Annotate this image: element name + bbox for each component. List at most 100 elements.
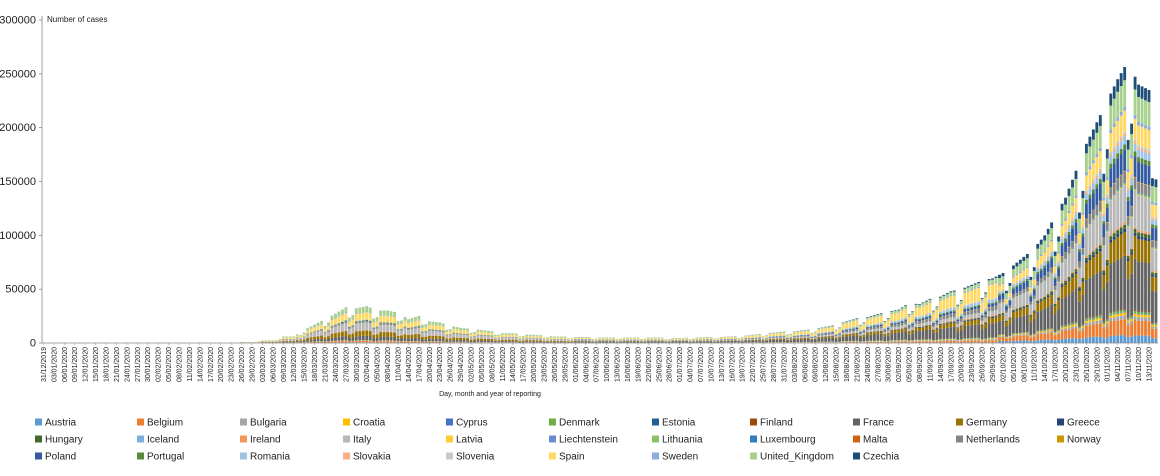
bar-segment [532,341,535,342]
bar-segment [452,342,455,343]
bar-segment [404,321,407,322]
bar-segment [383,331,386,332]
bar-segment [619,339,622,340]
day-bar [463,328,466,343]
bar-segment [442,327,445,331]
bar-segment [417,316,420,320]
bar-segment [393,326,396,332]
bar-segment [313,332,316,333]
bar-segment [567,339,570,340]
day-bar [292,337,295,343]
day-bar [637,338,640,343]
bar-segment [497,335,500,336]
bar-segment [473,341,476,342]
bar-segment [404,342,407,343]
bar-segment [369,321,372,322]
bar-segment [508,341,511,342]
bar-segment [417,320,420,321]
bar-segment [459,340,462,342]
bar-segment [292,342,295,343]
bar-segment [358,322,361,323]
day-bar [473,332,476,343]
day-bar [612,338,615,343]
bar-segment [407,329,410,330]
bar-segment [522,337,525,338]
day-bar [344,307,347,343]
bar-segment [289,342,292,343]
bar-segment [334,333,337,337]
bar-segment [456,338,459,340]
bar-segment [557,338,560,339]
bar-segment [421,339,424,341]
bar-segment [393,325,396,326]
day-bar [303,333,306,343]
bar-segment [424,342,427,343]
day-bar [372,319,375,343]
day-bar [341,310,344,343]
bar-segment [442,337,445,340]
day-bar [278,339,281,343]
day-bar [268,340,271,343]
bar-segment [581,341,584,342]
bar-segment [414,321,417,322]
bar-segment [320,342,323,343]
bar-segment [428,336,431,339]
bar-segment [428,342,431,343]
bar-segment [623,341,626,342]
day-bar [570,338,573,343]
bar-segment [411,335,414,338]
day-bar [449,329,452,343]
bar-segment [570,339,573,340]
bar-segment [383,315,386,316]
bar-segment [355,341,358,342]
bar-segment [324,337,327,339]
bar-segment [358,308,361,313]
bar-segment [456,327,459,329]
bar-segment [466,338,469,340]
bar-segment [341,332,344,337]
bar-segment [393,316,396,317]
bar-segment [543,338,546,339]
bar-segment [334,333,337,334]
bar-segment [310,327,313,329]
bar-segment [386,341,389,342]
bar-segment [431,331,434,335]
bar-segment [296,334,299,335]
bar-segment [341,322,344,323]
bar-segment [525,341,528,342]
bar-segment [473,339,476,340]
bar-segment [282,341,285,342]
bar-segment [261,342,264,343]
bar-segment [289,338,292,339]
day-bar [320,321,323,343]
bar-segment [543,342,546,343]
bar-segment [532,335,535,336]
bar-segment [372,342,375,343]
bar-segment [344,320,347,321]
bar-segment [386,332,389,336]
day-bar [411,318,414,343]
bar-segment [463,335,466,338]
bar-segment [341,315,344,321]
bar-segment [560,338,563,339]
bar-segment [445,336,448,339]
bar-segment [372,330,375,335]
bar-segment [539,335,542,336]
bar-segment [289,341,292,342]
bar-segment [616,342,619,343]
bar-segment [633,338,636,339]
bar-segment [511,338,514,340]
bar-segment [626,341,629,342]
bar-segment [550,336,553,337]
bar-segment [313,328,316,332]
bar-segment [358,336,361,340]
bar-segment [473,337,476,339]
bar-segment [400,321,403,324]
bar-segment [449,340,452,342]
bar-segment [546,338,549,339]
bar-segment [501,333,504,334]
bar-segment [303,333,306,334]
bar-segment [553,342,556,343]
bar-segment [369,313,372,320]
bar-segment [605,341,608,342]
